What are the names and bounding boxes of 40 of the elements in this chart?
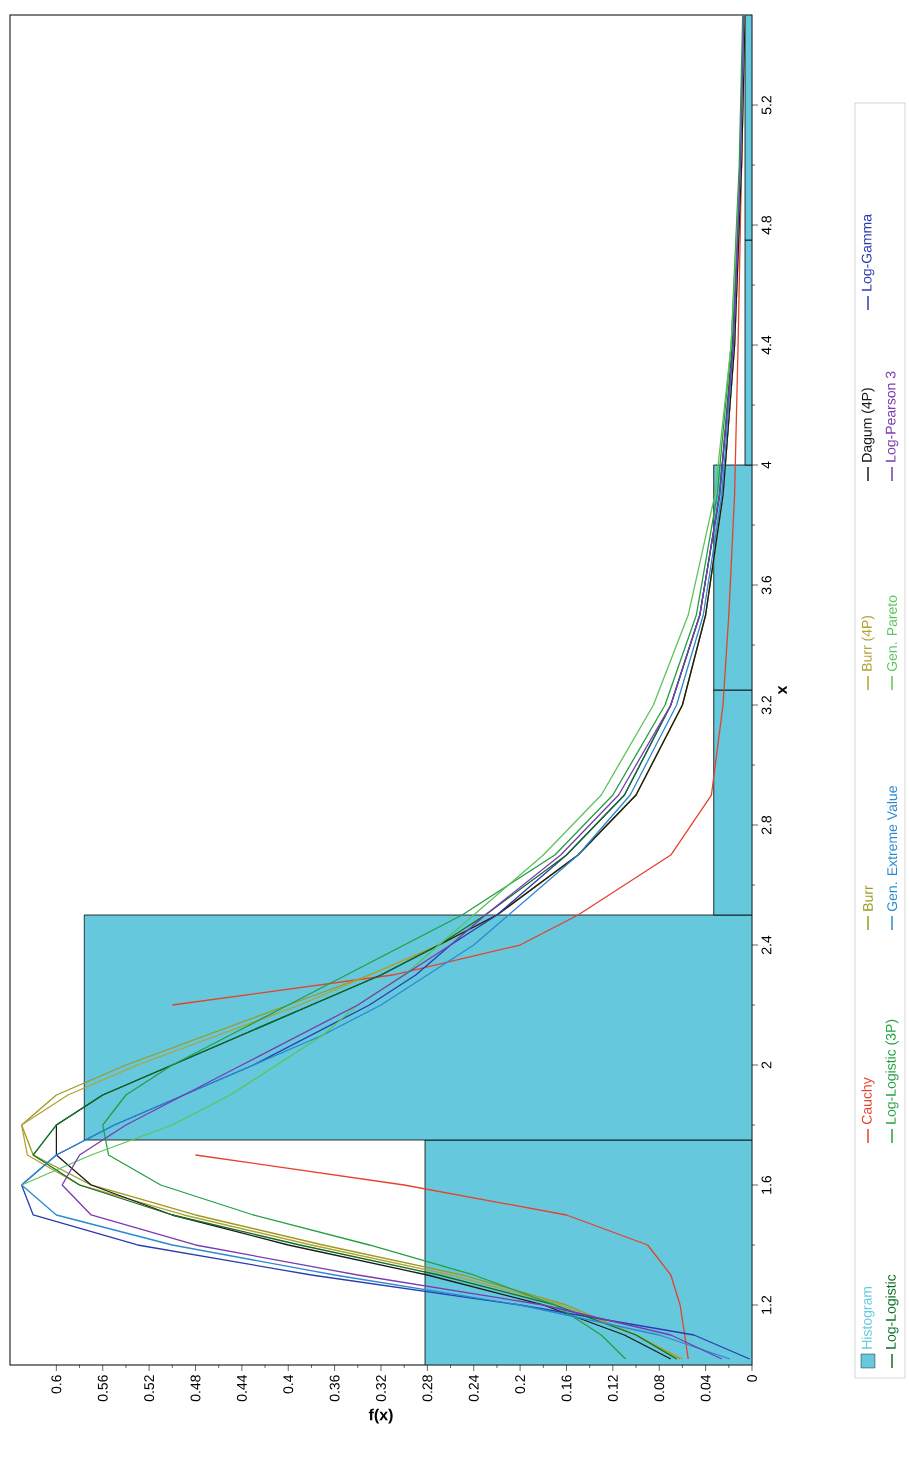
x-tick-label: 0: [747, 1375, 757, 1382]
x-tick-label: 0.44: [236, 1374, 247, 1402]
x-tick-label: 0.2: [515, 1375, 526, 1394]
x-tick-label: 0.6: [51, 1375, 62, 1394]
text: Histogram: [861, 1286, 875, 1349]
y-tick-label: 4.8: [761, 215, 772, 235]
text: Dagum (4P): [861, 388, 875, 462]
x-tick-label: 0.08: [654, 1375, 665, 1402]
text: Gen. Pareto: [887, 595, 897, 672]
x-tick-label: 0.52: [144, 1375, 155, 1402]
text: Log-Logistic (3P): [885, 1019, 899, 1124]
y-axis-title: x: [778, 685, 787, 695]
y-tick-label: 4: [761, 461, 772, 469]
y-tick-label: 3.6: [761, 575, 772, 595]
x-tick-label: 0.36: [329, 1375, 340, 1402]
x-tick-label: 0.12: [607, 1375, 618, 1402]
text: Cauchy: [861, 1077, 875, 1125]
x-tick-label: 0.32: [376, 1375, 386, 1402]
x-tick-label: 0.04: [700, 1374, 711, 1402]
text: Burr (4P): [861, 615, 875, 671]
text: Log-Pearson 3: [885, 371, 899, 462]
y-tick-label: 2: [761, 1061, 772, 1069]
x-tick-label: 0.48: [190, 1375, 201, 1402]
x-tick-label: 0.56: [97, 1375, 108, 1402]
text: Gen. Extreme Value: [886, 786, 898, 912]
y-tick-label: 1.6: [761, 1175, 772, 1194]
text: Log-Logistic: [885, 1274, 899, 1349]
y-tick-label: 5.2: [761, 96, 772, 115]
y-tick-label: 1.2: [761, 1295, 772, 1314]
x-tick-label: 0.4: [283, 1374, 294, 1394]
y-tick-label: 4.4: [761, 335, 772, 355]
y-tick-label: 2.8: [761, 815, 772, 835]
text: Log-Gamma: [861, 213, 875, 291]
y-tick-label: 2.4: [761, 935, 772, 955]
text: Burr: [863, 885, 873, 911]
x-tick-label: 0.28: [422, 1375, 433, 1402]
x-axis-title: f(x): [368, 1408, 393, 1424]
x-tick-label: 0.24: [468, 1374, 479, 1402]
y-tick-label: 3.2: [761, 695, 772, 715]
x-tick-label: 0.16: [561, 1375, 572, 1402]
